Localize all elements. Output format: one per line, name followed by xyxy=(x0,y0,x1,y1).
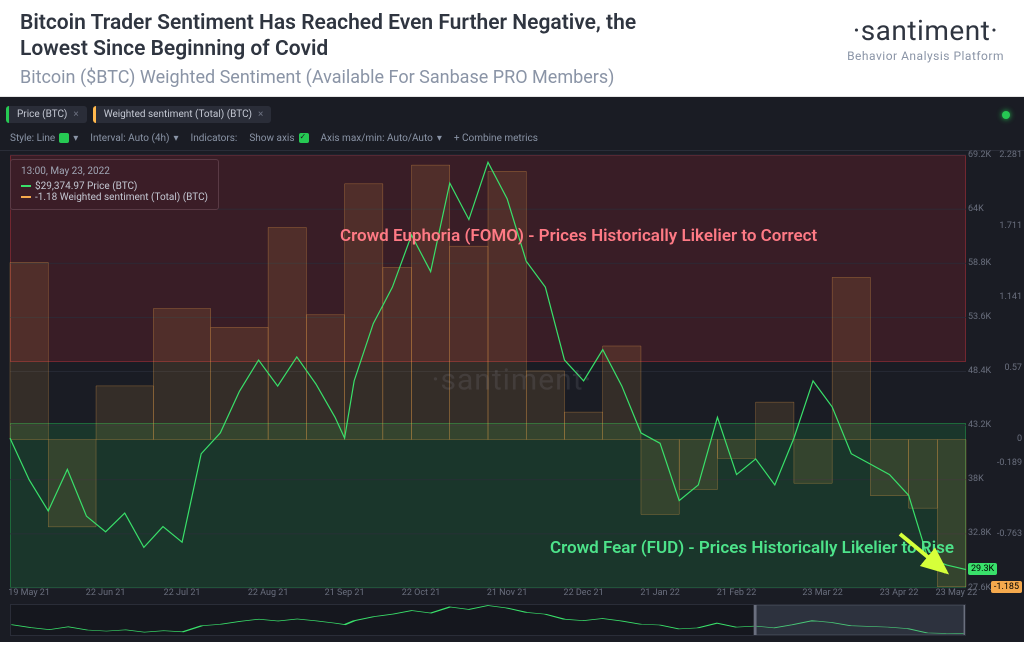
x-tick: 21 Nov 21 xyxy=(487,588,528,598)
header: Bitcoin Trader Sentiment Has Reached Eve… xyxy=(0,0,1024,97)
x-tick: 21 Feb 22 xyxy=(717,588,756,598)
combine-metrics-button[interactable]: + Combine metrics xyxy=(454,133,538,144)
chart-panel: Price (BTC) × Weighted sentiment (Total)… xyxy=(0,97,1024,642)
show-axis-toggle[interactable]: Show axis xyxy=(249,133,308,144)
indicators-button[interactable]: Indicators: xyxy=(191,133,238,144)
brand-tagline: Behavior Analysis Platform xyxy=(847,49,1004,63)
sentiment-current-tag: -1.185 xyxy=(991,581,1022,593)
brand-area: ·santiment· Behavior Analysis Platform xyxy=(847,10,1004,63)
x-tick: 21 Jan 22 xyxy=(640,588,680,598)
chart-svg xyxy=(10,155,966,588)
x-tick: 23 May 22 xyxy=(936,588,978,598)
tab-sentiment[interactable]: Weighted sentiment (Total) (BTC) × xyxy=(93,106,272,123)
y-axis: 69.2K64K58.8K53.6K48.4K43.2K38K32.8K27.6… xyxy=(966,155,1024,588)
arrow-icon xyxy=(896,530,956,580)
y-tick-price: 38K xyxy=(968,474,996,484)
x-tick: 22 Jun 21 xyxy=(86,588,126,598)
x-tick: 22 Jul 21 xyxy=(164,588,201,598)
y-tick-sentiment: 2.281 xyxy=(999,150,1022,160)
tab-sentiment-label: Weighted sentiment (Total) (BTC) xyxy=(104,109,252,120)
tooltip-price: $29,374.97 Price (BTC) xyxy=(35,181,137,192)
tab-price-label: Price (BTC) xyxy=(17,109,67,120)
close-icon[interactable]: × xyxy=(258,109,263,120)
euphoria-annotation: Crowd Euphoria (FOMO) - Prices Historica… xyxy=(340,225,817,248)
y-tick-sentiment: 1.141 xyxy=(999,292,1022,302)
interval-selector[interactable]: Interval: Auto (4h) ▾ xyxy=(90,133,178,144)
y-tick-price: 43.2K xyxy=(968,420,996,430)
x-tick: 23 Apr 22 xyxy=(880,588,919,598)
fear-annotation: Crowd Fear (FUD) - Prices Historically L… xyxy=(550,537,954,560)
santiment-logo: ·santiment· xyxy=(847,14,1004,47)
price-current-tag: 29.3K xyxy=(968,563,997,575)
hover-tooltip: 13:00, May 23, 2022 $29,374.97 Price (BT… xyxy=(10,159,219,210)
y-tick-price: 64K xyxy=(968,204,996,214)
x-tick: 21 Sep 21 xyxy=(325,588,365,598)
y-tick-sentiment: 1.711 xyxy=(999,221,1022,231)
metric-tabs: Price (BTC) × Weighted sentiment (Total)… xyxy=(0,97,1024,127)
axis-minmax-selector[interactable]: Axis max/min: Auto/Auto ▾ xyxy=(321,133,442,144)
minimap[interactable] xyxy=(10,604,966,636)
x-tick: 22 Dec 21 xyxy=(564,588,604,598)
status-indicator-icon xyxy=(1002,111,1010,119)
chart-toolbar: Style: Line ▾ Interval: Auto (4h) ▾ Indi… xyxy=(0,127,1024,151)
y-tick-price: 58.8K xyxy=(968,258,996,268)
plot-area[interactable] xyxy=(10,155,966,588)
style-selector[interactable]: Style: Line ▾ xyxy=(10,133,78,144)
x-tick: 22 Oct 21 xyxy=(402,588,441,598)
tab-price[interactable]: Price (BTC) × xyxy=(6,106,87,123)
close-icon[interactable]: × xyxy=(73,109,78,120)
y-tick-sentiment: -0.763 xyxy=(997,529,1022,539)
y-tick-sentiment: -0.189 xyxy=(997,458,1022,468)
tooltip-timestamp: 13:00, May 23, 2022 xyxy=(21,166,208,177)
y-tick-sentiment: 0 xyxy=(1017,434,1022,444)
tooltip-sentiment: -1.18 Weighted sentiment (Total) (BTC) xyxy=(35,192,208,203)
y-tick-price: 32.8K xyxy=(968,528,996,538)
x-tick: 23 Mar 22 xyxy=(802,588,843,598)
page-subtitle: Bitcoin ($BTC) Weighted Sentiment (Avail… xyxy=(20,67,847,88)
x-tick: 22 Aug 21 xyxy=(248,588,289,598)
y-tick-price: 48.4K xyxy=(968,366,996,376)
x-tick: 19 May 21 xyxy=(8,588,50,598)
page-title: Bitcoin Trader Sentiment Has Reached Eve… xyxy=(20,10,660,63)
x-axis: 19 May 21 22 Jun 21 22 Jul 21 22 Aug 21 21 S… xyxy=(10,588,966,602)
y-tick-sentiment: 0.57 xyxy=(1004,363,1022,373)
y-tick-price: 53.6K xyxy=(968,312,996,322)
y-tick-price: 69.2K xyxy=(968,150,996,160)
